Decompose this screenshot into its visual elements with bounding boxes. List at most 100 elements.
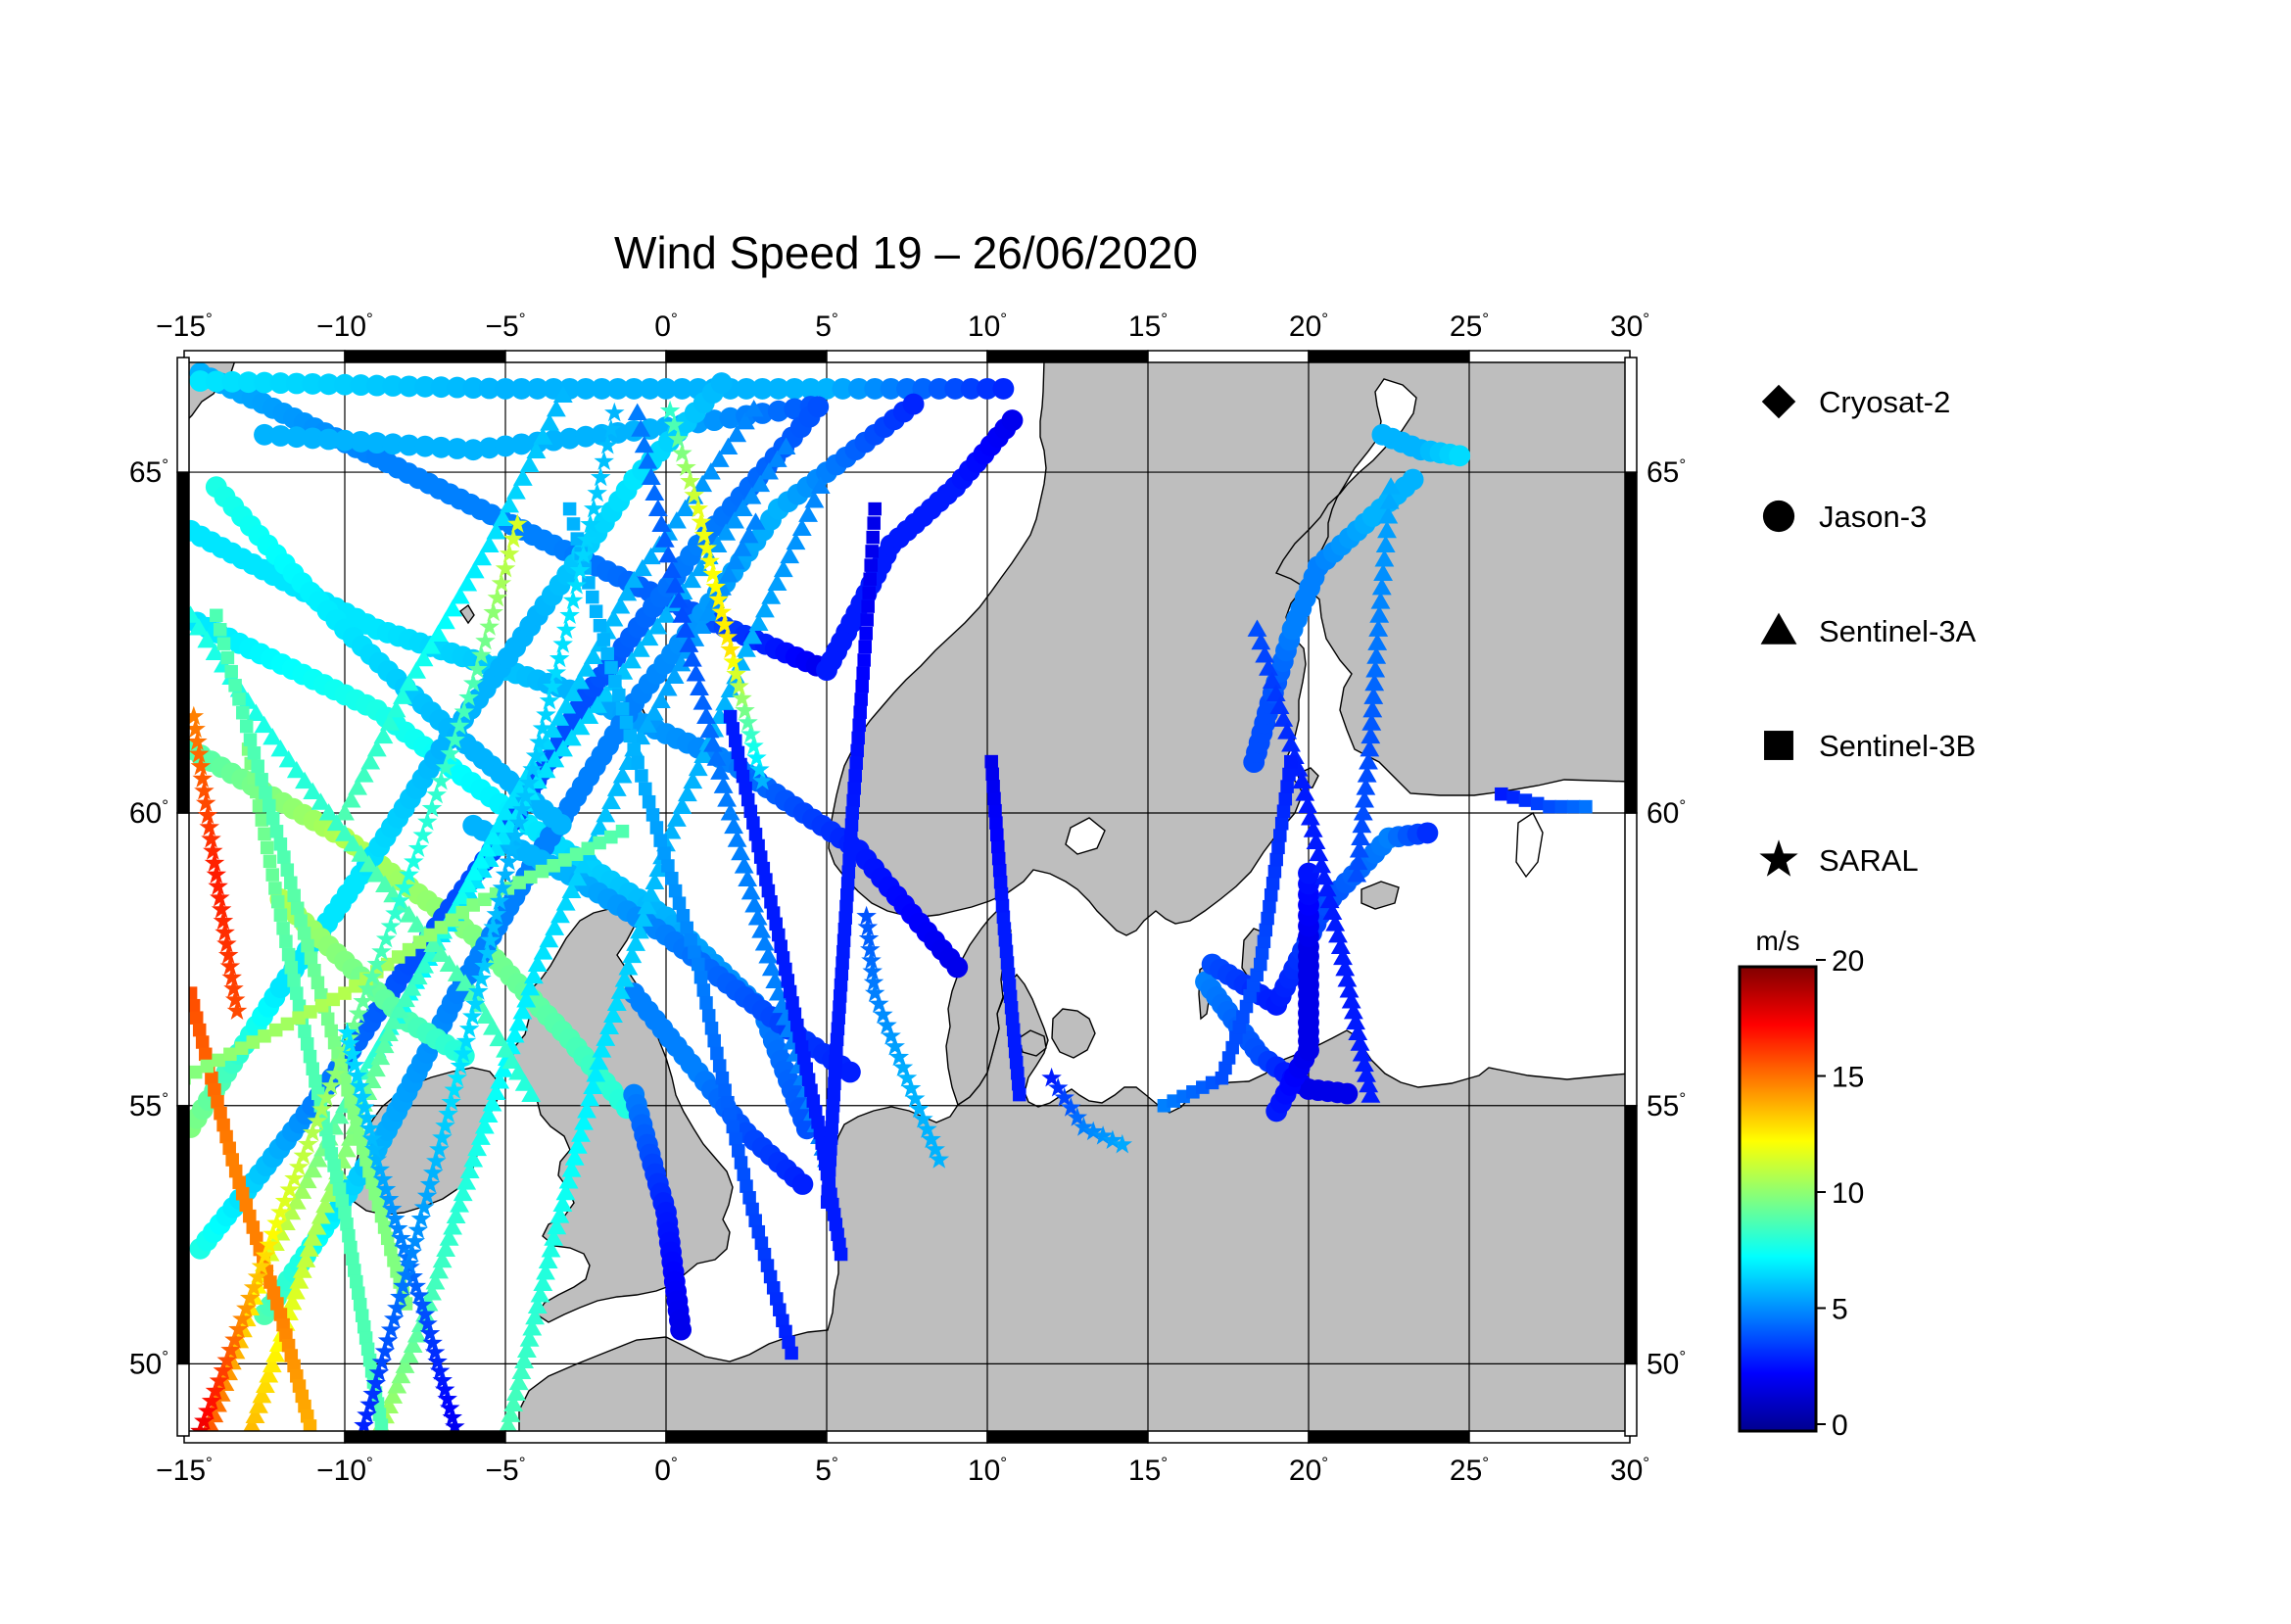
sentinel-3b-point: [858, 640, 872, 654]
x-tick-label-top: 30°: [1610, 310, 1649, 343]
sentinel-3b-point: [1257, 934, 1271, 948]
sentinel-3b-point: [255, 773, 268, 787]
x-tick-label-top: 25°: [1450, 310, 1489, 343]
sentinel-3b-point: [665, 872, 679, 885]
sentinel-3b-point: [276, 922, 290, 935]
sentinel-3b-point: [214, 1106, 227, 1121]
sentinel-3b-point: [862, 586, 876, 599]
frame-bar-left: [176, 1362, 190, 1437]
sentinel-3b-point: [995, 898, 1010, 913]
x-tick-label-top: −15°: [156, 310, 213, 343]
sentinel-3b-point: [350, 1274, 363, 1289]
frame-bar-right: [1624, 1362, 1638, 1437]
sentinel-3b-point: [845, 806, 859, 820]
sentinel-3b-point: [837, 922, 852, 936]
sentinel-3b-point: [581, 841, 596, 856]
sentinel-3b-point: [721, 1095, 735, 1110]
sentinel-3b-point: [1000, 956, 1015, 970]
sentinel-3b-point: [287, 888, 301, 903]
sentinel-3b-point: [324, 1147, 339, 1161]
sentinel-3b-point: [653, 834, 667, 847]
sentinel-3b-point: [199, 1047, 213, 1062]
sentinel-3b-point: [740, 1179, 753, 1193]
sentinel-3b-point: [842, 853, 856, 868]
sentinel-3b-point: [566, 517, 581, 531]
jason-3-point: [1402, 468, 1424, 491]
sentinel-3b-point: [998, 933, 1013, 947]
sentinel-3b-point: [859, 626, 873, 641]
frame-bar-left: [176, 812, 190, 1107]
sentinel-3b-point: [684, 933, 697, 947]
sentinel-3b-point: [342, 1228, 356, 1243]
sentinel-3b-point: [1255, 946, 1269, 960]
y-tick-label-left: 60°: [129, 796, 168, 830]
sentinel-3b-point: [718, 1083, 732, 1097]
sentinel-3b-point: [1282, 767, 1296, 782]
legend-entry-saral: SARAL: [1759, 839, 1919, 878]
sentinel-3b-point: [478, 892, 492, 907]
sentinel-3b-point: [569, 847, 584, 861]
sentinel-3b-point: [309, 1075, 322, 1088]
sentinel-3b-point: [986, 780, 1000, 793]
sentinel-3b-point: [268, 1023, 283, 1037]
sentinel-3b-point: [225, 1153, 239, 1167]
sentinel-3b-point: [612, 689, 626, 702]
sentinel-3b-point: [222, 1141, 236, 1156]
sentinel-3b-point: [335, 1194, 350, 1208]
sentinel-3b-point: [558, 853, 572, 867]
sentinel-3b-point: [258, 827, 271, 841]
sentinel-3b-point: [999, 944, 1014, 959]
frame-bar-bottom: [504, 1430, 667, 1444]
frame-bar-bottom: [344, 1430, 506, 1444]
sentinel-3b-point: [852, 718, 866, 733]
sentinel-3b-point: [989, 816, 1003, 830]
x-tick-label-bottom: 0°: [654, 1454, 678, 1487]
sentinel-3b-point: [707, 1033, 721, 1048]
sentinel-3b-point: [737, 1168, 751, 1181]
frame-bar-right: [1624, 812, 1638, 1107]
diamond-icon: [1761, 384, 1796, 419]
sentinel-3b-point: [1530, 796, 1545, 811]
sentinel-3b-point: [668, 884, 683, 898]
sentinel-3b-point: [642, 794, 656, 809]
sentinel-3b-point: [751, 1224, 766, 1239]
y-tick-label-left: 50°: [129, 1347, 168, 1380]
sentinel-3b-point: [645, 808, 660, 822]
sentinel-3b-point: [586, 590, 599, 604]
sentinel-3b-point: [987, 791, 1001, 806]
frame-bar-right: [1624, 471, 1638, 814]
sentinel-3b-point: [849, 756, 863, 770]
sentinel-3b-point: [836, 933, 851, 947]
square-icon: [1764, 731, 1793, 760]
sentinel-3b-point: [304, 1005, 317, 1019]
sentinel-3b-point: [991, 839, 1005, 854]
sentinel-3b-point: [853, 705, 867, 719]
sentinel-3b-point: [688, 945, 701, 959]
sentinel-3b-point: [635, 769, 648, 783]
x-tick-label-bottom: 25°: [1450, 1454, 1489, 1487]
sentinel-3b-point: [344, 1095, 358, 1109]
sentinel-3b-point: [1280, 780, 1294, 793]
sentinel-3b-point: [693, 970, 708, 984]
sentinel-3b-point: [1284, 754, 1298, 769]
sentinel-3b-point: [868, 502, 882, 516]
sentinel-3b-point: [864, 558, 878, 572]
frame-bar-top: [1308, 350, 1470, 363]
sentinel-3b-point: [300, 1037, 314, 1051]
frame-bar-bottom: [1468, 1430, 1631, 1444]
sentinel-3b-point: [627, 742, 641, 756]
sentinel-3b-point: [320, 1012, 335, 1027]
sentinel-3b-point: [723, 1108, 738, 1122]
sentinel-3b-point: [701, 1009, 716, 1023]
sentinel-3b-point: [680, 921, 693, 935]
sentinel-3b-point: [512, 876, 526, 889]
sentinel-3b-point: [865, 545, 879, 558]
sentinel-3b-point: [774, 939, 788, 953]
sentinel-3b-point: [846, 793, 860, 808]
sentinel-3b-point: [984, 754, 998, 769]
x-tick-label-bottom: −5°: [485, 1454, 525, 1487]
sentinel-3b-point: [232, 693, 246, 706]
jason-3-point: [1336, 1082, 1359, 1105]
sentinel-3b-point: [608, 674, 622, 689]
sentinel-3b-point: [189, 1011, 204, 1025]
